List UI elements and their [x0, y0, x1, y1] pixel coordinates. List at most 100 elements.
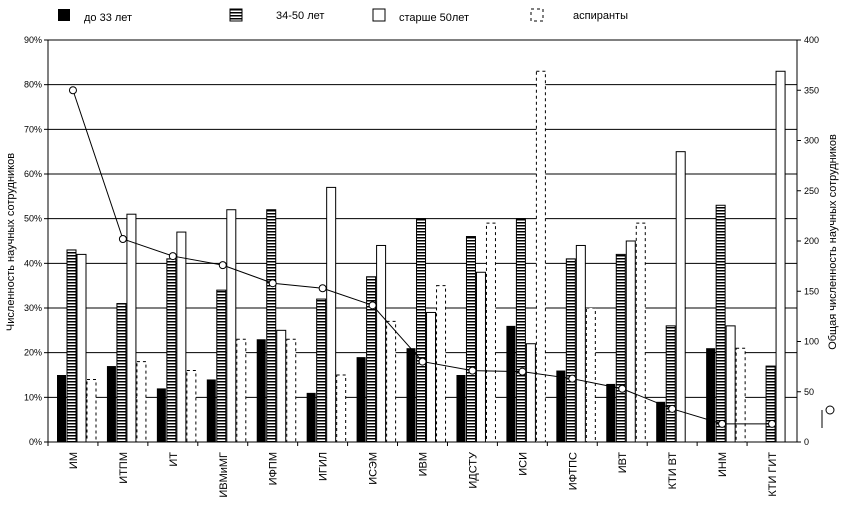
bar-0: [256, 339, 266, 442]
total-line-point: [68, 86, 77, 95]
category-label: ИВТ: [617, 452, 629, 474]
legend-item-1: 34-50 лет: [229, 8, 324, 22]
bar-1: [565, 258, 576, 443]
category-label: ИТПМ: [118, 452, 130, 484]
total-line-point: [568, 374, 577, 383]
bar-3: [585, 307, 596, 443]
bar-0: [206, 379, 216, 442]
bar-0: [656, 401, 666, 442]
bar-1: [316, 298, 327, 443]
bar-2: [276, 329, 287, 443]
bar-2: [376, 244, 387, 443]
line-series-legend-marker: [821, 405, 835, 428]
y-tick-label: 30%: [24, 303, 42, 313]
bar-0: [306, 392, 316, 442]
legend-item-3: аспиранты: [530, 8, 628, 22]
bar-0: [556, 370, 566, 442]
bar-3: [86, 378, 97, 443]
legend-swatch-white: [372, 8, 386, 22]
legend-swatch-solid: [58, 9, 70, 21]
y2-tick-label: 50: [804, 387, 814, 397]
bar-0: [406, 348, 416, 442]
bar-0: [57, 375, 66, 442]
y2-tick-label: 0: [804, 437, 809, 447]
category-label: ИГИЛ: [318, 452, 330, 481]
bar-3: [485, 222, 496, 443]
legend-swatch-dashed: [530, 8, 544, 22]
bar-2: [525, 343, 536, 443]
bar-1: [66, 249, 77, 443]
bar-1: [366, 276, 377, 443]
bar-3: [535, 70, 546, 443]
legend-item-2: старше 50лет: [372, 8, 469, 24]
bar-2: [426, 311, 437, 443]
y2-axis-ticks: 0 50 100 150 200 250 300 350 400: [797, 35, 819, 447]
category-label: ИДСТУ: [467, 451, 479, 489]
category-label: ИСИ: [517, 452, 529, 476]
category-label: ИВМ: [418, 452, 430, 476]
total-line-point: [668, 404, 677, 413]
total-line-point: [768, 419, 777, 428]
total-line-point: [218, 261, 227, 270]
total-line-point: [718, 419, 727, 428]
bar-3: [236, 338, 247, 443]
total-line-point: [468, 366, 477, 375]
y-tick-label: 40%: [24, 258, 42, 268]
legend-label-2: старше 50лет: [399, 12, 469, 24]
legend-label-1: 34-50 лет: [276, 10, 324, 22]
y-tick-label: 60%: [24, 169, 42, 179]
bar-0: [706, 348, 716, 442]
bar-0: [106, 366, 116, 442]
bar-3: [635, 222, 646, 443]
y-tick-label: 10%: [24, 392, 42, 402]
category-label: ИМ: [68, 452, 80, 469]
axes: [47, 40, 798, 443]
category-label: КТИ ГИТ: [767, 452, 779, 497]
y-tick-label: 80%: [24, 80, 42, 90]
total-line-point: [168, 252, 177, 261]
bar-3: [336, 374, 347, 443]
legend-label-3: аспиранты: [573, 10, 628, 22]
total-line-point: [318, 284, 327, 293]
bar-1: [116, 303, 127, 443]
bar-3: [286, 338, 297, 443]
bar-2: [126, 213, 137, 443]
bar-3: [136, 361, 147, 443]
bars: [57, 70, 786, 443]
bar-1: [166, 258, 177, 443]
bar-2: [675, 151, 686, 443]
bar-3: [436, 285, 447, 443]
category-label: ИФТПС: [567, 452, 579, 490]
bar-1: [715, 204, 726, 443]
y2-tick-label: 100: [804, 337, 819, 347]
bar-2: [326, 186, 337, 443]
bar-0: [456, 375, 466, 442]
bar-1: [665, 325, 676, 443]
bar-2: [226, 209, 237, 443]
y-axis-title: Численность научных сотрудников: [5, 153, 17, 331]
y-tick-label: 70%: [24, 124, 42, 134]
bar-0: [606, 383, 616, 442]
y-axis-ticks: 0% 10% 20% 30% 40% 50% 60% 70% 80% 90%: [24, 35, 48, 447]
bar-2: [625, 240, 636, 443]
bar-2: [775, 70, 786, 443]
y-tick-label: 20%: [24, 348, 42, 358]
category-label: ИСЭМ: [368, 452, 380, 485]
legend-item-0: до 33 лет: [58, 9, 132, 24]
bar-3: [186, 370, 197, 443]
bar-1: [615, 253, 626, 443]
y2-tick-label: 400: [804, 35, 819, 45]
bar-1: [515, 218, 526, 443]
y2-tick-label: 300: [804, 136, 819, 146]
y-tick-label: 90%: [24, 35, 42, 45]
x-axis-labels: ИМ ИТПМ ИТ ИВМиМГ ИФПМ ИГИЛ ИСЭМ ИВМ ИДСТУ ИСИ ИФТ…: [47, 442, 779, 498]
y2-tick-label: 200: [804, 236, 819, 246]
bar-3: [386, 320, 397, 443]
total-line-point: [418, 357, 427, 366]
total-line-point: [118, 234, 127, 243]
bar-2: [725, 325, 736, 443]
total-line-point: [268, 279, 277, 288]
total-line: [68, 86, 777, 428]
category-label: ИВМиМГ: [218, 452, 230, 498]
